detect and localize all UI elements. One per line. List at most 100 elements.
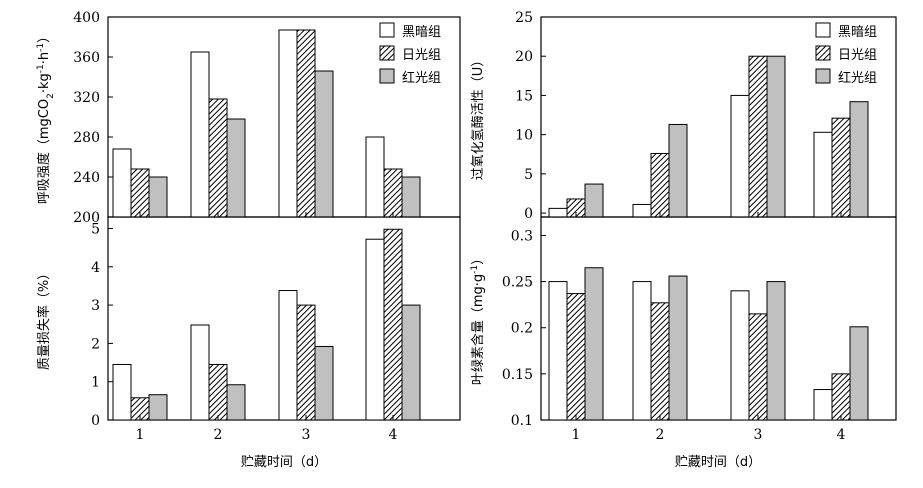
bar-sunlight-1 [566,293,586,421]
bar-dark-2 [632,281,652,421]
y-axis-label-part: ） [37,30,52,43]
bar-red-3 [766,55,786,218]
panel-bottom-left: 0 1 2 3 4 5 1 2 3 4 质量损失率（%） [36,216,461,443]
bar-dark-3 [730,290,750,421]
bar-red-3 [766,281,786,421]
bar-sunlight-2 [650,152,670,218]
bar-red-1 [584,183,604,218]
panel-bottom-right: 0.1 0.15 0.2 0.25 0.3 1 2 3 4 叶绿素含量（mg·g-1） [470,216,897,443]
bar-red-4 [401,304,421,421]
legend-label: 红光组 [402,70,441,86]
legend-label: 黑暗组 [402,25,441,40]
x-tick-label: 2 [214,427,223,443]
y-tick-label: 5 [91,221,100,237]
x-tick-label: 1 [572,427,581,443]
bar-sunlight-4 [383,168,403,218]
y-axis-label-part: 叶绿素含量（mg·g [470,274,486,385]
x-tick-label: 4 [389,427,398,443]
bar-sunlight-4 [831,117,851,218]
y-axis-label: 叶绿素含量（mg·g-1） [470,252,486,385]
y-tick-label: 0.15 [502,367,533,383]
bar-dark-1 [548,281,568,421]
y-axis-label-part: 2 [46,93,56,99]
legend-label: 红光组 [838,70,877,86]
bar-red-1 [584,267,604,421]
legend-swatch [815,22,831,38]
y-tick-label: 0.25 [502,275,533,291]
y-axis-label-part: -1 [470,265,480,274]
bar-dark-3 [730,94,750,218]
bar-dark-4 [365,136,385,218]
y-axis-label-part: -1 [36,43,46,52]
y-axis-label: 质量损失率（%） [36,267,52,370]
bar-dark-3 [278,29,298,218]
y-tick-label: 20 [515,49,533,65]
x-axis-label-left: 贮藏时间（d） [241,455,327,470]
bar-sunlight-3 [748,313,768,421]
bar-sunlight-2 [208,363,228,421]
y-tick-label: 10 [515,128,533,144]
y-tick-label: 0.2 [511,321,533,337]
legend-swatch [379,68,395,84]
bar-sunlight-2 [650,302,670,421]
y-tick-label: 4 [91,260,100,276]
bar-sunlight-4 [383,228,403,421]
y-tick-label: 240 [73,170,100,186]
x-tick-label: 1 [136,427,145,443]
y-axis-label-part: -1 [36,64,46,73]
y-tick-label: 1 [91,375,100,391]
bar-dark-2 [190,51,210,218]
bar-red-2 [668,123,688,218]
bar-sunlight-1 [130,168,150,218]
x-axis-label-right: 贮藏时间（d） [675,455,761,470]
y-tick-label: 280 [73,130,100,146]
bar-sunlight-4 [831,373,851,421]
y-tick-label: 2 [91,336,100,352]
y-tick-label: 200 [73,210,100,226]
legend-label: 日光组 [402,48,441,63]
bar-dark-2 [190,324,210,421]
y-axis-label: 呼吸强度（mgCO2·kg-1·h-1） [36,30,56,204]
y-tick-label: 0.3 [511,228,533,244]
bar-red-3 [314,70,334,218]
x-tick-label: 3 [754,427,763,443]
y-tick-label: 15 [515,88,533,104]
legend-swatch [379,45,395,61]
y-tick-label: 0.1 [511,413,533,429]
y-axis-label-part: ·h [37,52,52,64]
legend-swatch [379,22,395,38]
bar-sunlight-2 [208,98,228,218]
y-tick-label: 3 [91,298,100,314]
plot-frame [540,216,897,421]
bar-dark-4 [365,238,385,421]
y-tick-label: 360 [73,50,100,66]
bar-dark-1 [548,207,568,218]
y-tick-label: 0 [91,413,100,429]
bar-red-1 [148,176,168,218]
x-tick-label: 3 [302,427,311,443]
bar-sunlight-3 [296,29,316,218]
bar-sunlight-3 [296,304,316,421]
y-tick-label: 5 [524,167,533,183]
y-tick-label: 320 [73,90,100,106]
bar-dark-2 [632,203,652,218]
y-axis-label-part: 呼吸强度（mgCO [36,99,52,204]
bar-red-4 [849,326,869,421]
bar-red-3 [314,345,334,421]
y-axis-label-part: ·kg [37,73,52,93]
bar-dark-1 [112,363,132,421]
legend-swatch [815,45,831,61]
y-tick-label: 0 [524,206,533,222]
bar-dark-4 [813,389,833,421]
y-tick-label: 400 [73,10,100,26]
bar-red-2 [226,384,246,421]
bar-red-4 [401,176,421,218]
bar-red-4 [849,101,869,218]
legend-swatch [815,68,831,84]
bar-dark-3 [278,290,298,421]
bar-sunlight-3 [748,55,768,218]
x-tick-label: 4 [837,427,846,443]
